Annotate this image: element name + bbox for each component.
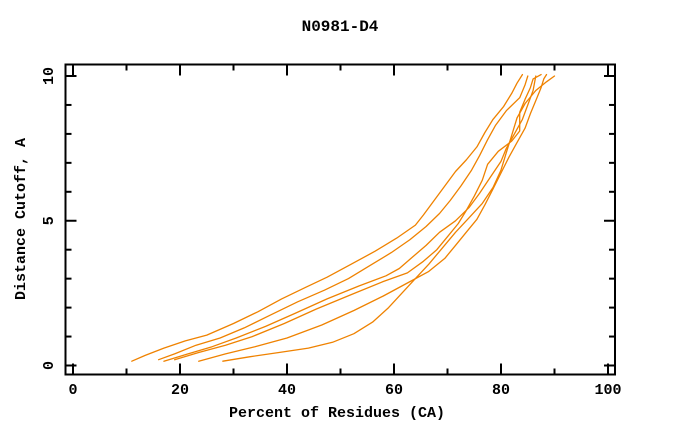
y-tick-label: 5 — [41, 216, 58, 225]
model-curve-model-2 — [157, 75, 529, 361]
plot-layers: 0 20 40 60 80 100 0 5 10 — [41, 63, 622, 399]
x-tick-label: 0 — [68, 382, 77, 399]
x-tick-label: 20 — [171, 382, 189, 399]
x-tick-label: 80 — [492, 382, 510, 399]
y-tick-label: 10 — [41, 67, 58, 85]
model-curve-model-1 — [131, 73, 524, 362]
y-axis-label: Distance Cutoff, A — [13, 138, 30, 300]
y-tick-label: 0 — [41, 361, 58, 370]
x-tick-label: 100 — [594, 382, 621, 399]
model-curve-model-5 — [198, 73, 548, 362]
x-axis-label: Percent of Residues (CA) — [229, 405, 445, 422]
model-curve-model-4 — [173, 73, 542, 361]
plot-frame — [64, 63, 616, 376]
model-curve-model-3 — [163, 75, 537, 362]
chart-title: N0981-D4 — [302, 18, 379, 36]
x-tick-label: 60 — [385, 382, 403, 399]
model-curve-model-6 — [222, 75, 556, 362]
x-tick-label: 40 — [278, 382, 296, 399]
